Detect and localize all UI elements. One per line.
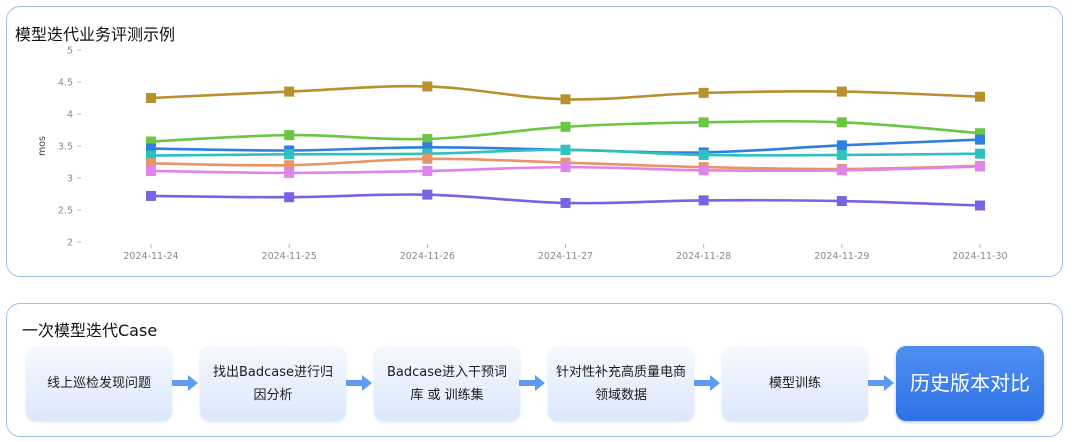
series-1-point [422, 81, 433, 92]
x-tick-label: 2024-11-26 [400, 251, 455, 262]
series-2-point [146, 136, 156, 147]
step-3-label: Badcase进入干预词库 或 训练集 [386, 364, 508, 403]
step-6-label: 历史版本对比 [910, 371, 1030, 395]
step-2-label: 找出Badcase进行归因分析 [212, 364, 334, 403]
series-2-point [284, 130, 295, 141]
y-tick-label: 5 [67, 46, 73, 57]
series-7-point [146, 190, 156, 201]
series-6-point [975, 161, 985, 172]
arrow-right-icon [172, 375, 198, 391]
flow-card: 一次模型迭代Case 线上巡检发现问题 找出Badcase进行归因分析 Badc… [6, 303, 1063, 437]
series-2-point [975, 128, 985, 139]
flow-title: 一次模型迭代Case [22, 321, 158, 340]
series-7-point [836, 196, 847, 207]
series-4-point [560, 144, 571, 155]
chart-card: 模型迭代业务评测示例 2 2.5 3 3.5 4 4.5 5 mos 2024-11-24 202… [6, 6, 1063, 277]
arrow-right-icon [868, 375, 894, 391]
chart-title: 模型迭代业务评测示例 [15, 25, 176, 44]
series-4-point [146, 150, 156, 161]
y-tick-label: 3.5 [58, 142, 73, 153]
step-4-label: 针对性补充高质量电商领域数据 [556, 364, 687, 403]
series-6-point [284, 167, 295, 178]
series-5-point [422, 153, 433, 164]
series-7-point [560, 197, 571, 208]
step-4-data: 针对性补充高质量电商领域数据 [548, 346, 694, 421]
arrow-right-icon [346, 375, 372, 391]
x-tick-label: 2024-11-29 [814, 251, 869, 262]
line-chart: 2 2.5 3 3.5 4 4.5 5 mos 2024-11-24 2024-11-25 2024… [37, 46, 1008, 263]
x-tick-label: 2024-11-30 [952, 251, 1007, 262]
series-2-point [560, 121, 571, 132]
series-6-point [698, 165, 709, 176]
step-6-comparison: 历史版本对比 [896, 346, 1044, 421]
series-1-point [560, 94, 571, 105]
series-2-point [698, 117, 709, 128]
series-3-point [422, 142, 433, 153]
series-6-point [146, 165, 156, 176]
series-1-point [975, 91, 985, 102]
series-2-point [422, 133, 433, 144]
series-6-point [836, 165, 847, 176]
x-tick-label: 2024-11-27 [538, 251, 593, 262]
series-7-point [422, 189, 433, 200]
step-3-intervention: Badcase进入干预词库 或 训练集 [374, 346, 520, 421]
series-7-point [698, 195, 709, 206]
arrow-right-icon [519, 375, 545, 391]
series-7-point [284, 192, 295, 203]
step-5-training: 模型训练 [722, 346, 868, 421]
series-4-point [698, 149, 709, 160]
series-1-point [698, 87, 709, 98]
series-3-point [146, 143, 156, 154]
step-5-label: 模型训练 [768, 376, 821, 391]
x-tick-label: 2024-11-24 [123, 251, 178, 262]
series-5-point [284, 160, 295, 171]
series-2-point [836, 117, 847, 128]
series-4-point [836, 149, 847, 160]
series-1-point [146, 93, 156, 103]
series-7-point [975, 200, 985, 211]
series-4-point [422, 148, 433, 159]
series-3-point [975, 134, 985, 145]
arrow-right-icon [694, 375, 720, 391]
step-1-inspection: 线上巡检发现问题 [26, 346, 172, 421]
series-1-point [836, 86, 847, 97]
y-tick-label: 4 [67, 110, 73, 121]
y-axis-label: mos [37, 136, 48, 156]
series-4-point [284, 149, 295, 160]
series-5-point [146, 158, 156, 169]
step-1-label: 线上巡检发现问题 [46, 376, 151, 391]
y-tick-label: 3 [67, 174, 73, 185]
y-tick-label: 2 [67, 238, 73, 249]
series-4-point [975, 148, 985, 159]
x-tick-label: 2024-11-25 [262, 251, 317, 262]
series-3-point [836, 140, 847, 151]
step-2-analysis: 找出Badcase进行归因分析 [200, 346, 346, 421]
y-tick-label: 2.5 [58, 206, 73, 217]
series-6-point [560, 162, 571, 173]
x-tick-label: 2024-11-28 [676, 251, 731, 262]
series-6-point [422, 165, 433, 176]
y-tick-label: 4.5 [58, 78, 73, 89]
series-1-point [284, 86, 295, 97]
